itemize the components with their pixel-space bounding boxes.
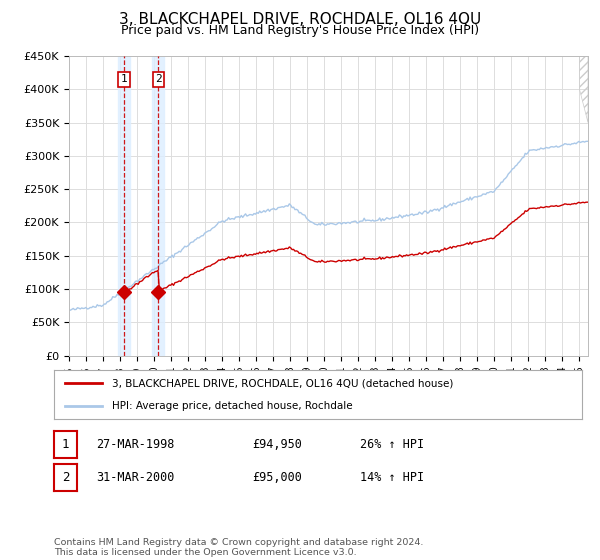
Text: Contains HM Land Registry data © Crown copyright and database right 2024.
This d: Contains HM Land Registry data © Crown c… [54, 538, 424, 557]
Text: 3, BLACKCHAPEL DRIVE, ROCHDALE, OL16 4QU (detached house): 3, BLACKCHAPEL DRIVE, ROCHDALE, OL16 4QU… [112, 379, 454, 388]
Text: 2: 2 [62, 471, 69, 484]
Text: 27-MAR-1998: 27-MAR-1998 [96, 437, 175, 451]
Text: 26% ↑ HPI: 26% ↑ HPI [360, 437, 424, 451]
Bar [152, 56, 164, 356]
Text: 31-MAR-2000: 31-MAR-2000 [96, 471, 175, 484]
Text: HPI: Average price, detached house, Rochdale: HPI: Average price, detached house, Roch… [112, 401, 353, 410]
Text: 1: 1 [121, 74, 127, 85]
Text: 3, BLACKCHAPEL DRIVE, ROCHDALE, OL16 4QU: 3, BLACKCHAPEL DRIVE, ROCHDALE, OL16 4QU [119, 12, 481, 27]
Text: £94,950: £94,950 [252, 437, 302, 451]
Text: 1: 1 [62, 437, 69, 451]
Text: 14% ↑ HPI: 14% ↑ HPI [360, 471, 424, 484]
Text: £95,000: £95,000 [252, 471, 302, 484]
Text: 2: 2 [155, 74, 162, 85]
Bar [118, 56, 130, 356]
Text: Price paid vs. HM Land Registry's House Price Index (HPI): Price paid vs. HM Land Registry's House … [121, 24, 479, 37]
